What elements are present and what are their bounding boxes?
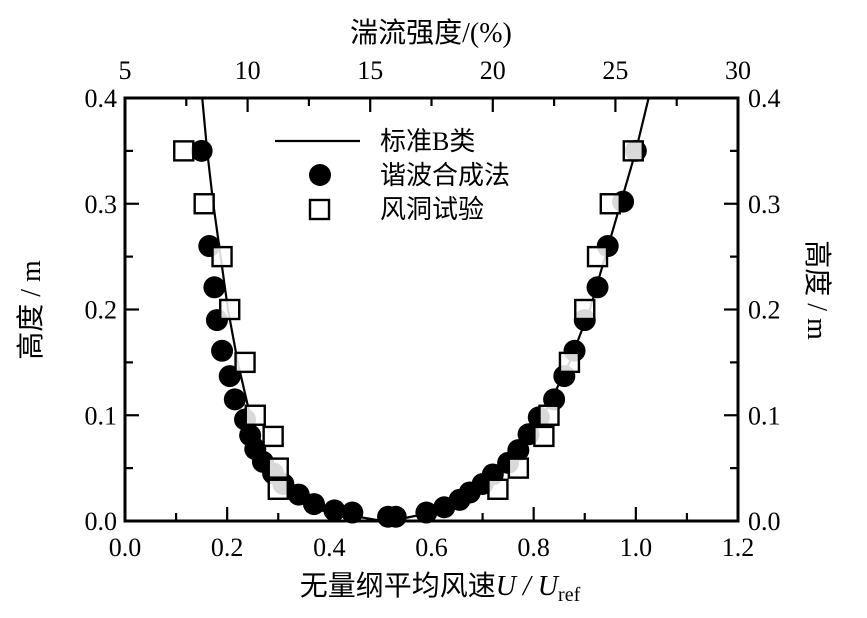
bottom-axis-title-subscript: ref: [558, 584, 581, 606]
data-point-square: [574, 298, 596, 321]
bottom-axis-title-u: U: [496, 571, 518, 602]
data-point-circle: [211, 339, 234, 362]
data-point-circle: [223, 388, 246, 411]
data-point-square: [262, 425, 284, 448]
right-axis-title: 高度 / m: [801, 240, 833, 340]
axis-tick-labels: 0.0 0.2 0.4 0.6 0.8 1.0 1.25 10 15 20 25 300.0 0.00.…: [85, 56, 781, 562]
data-point-circle: [507, 439, 530, 462]
bottom-tick-label: 0.8: [517, 533, 550, 562]
top-tick-label: 20: [480, 56, 506, 85]
data-point-circle: [341, 501, 364, 524]
data-point-circle: [190, 139, 213, 162]
top-tick-label: 10: [235, 56, 261, 85]
data-point-square: [244, 404, 266, 426]
data-point-square: [558, 351, 581, 374]
legend-filled-circle-icon: [309, 164, 331, 186]
legend: 标准B类 谐波合成法 风洞试验: [275, 127, 510, 224]
data-point-square: [267, 457, 289, 479]
data-point-circle: [303, 493, 326, 516]
top-tick-label: 25: [602, 56, 628, 85]
top-tick-label: 5: [119, 56, 132, 85]
data-point-square: [507, 457, 530, 479]
data-point-circle: [586, 276, 609, 299]
legend-label-wind-tunnel: 风洞试验: [380, 195, 484, 224]
data-point-circle: [203, 276, 226, 299]
top-axis-title: 湍流强度/(%): [350, 17, 512, 49]
data-point-square: [234, 351, 256, 374]
left-tick-label: 0.4: [85, 84, 118, 113]
bottom-axis-title-prefix: 无量纲平均风速: [300, 570, 496, 602]
data-point-square: [211, 245, 233, 268]
bottom-tick-label: 0.2: [211, 533, 244, 562]
right-tick-label: 0.2: [748, 296, 781, 325]
data-point-square: [267, 478, 289, 500]
right-tick-label: 0.4: [748, 84, 781, 113]
bottom-tick-label: 0.0: [109, 533, 142, 562]
data-point-square: [622, 140, 644, 162]
wind-tunnel-markers: [173, 140, 644, 500]
bottom-axis-title-uref: U: [538, 571, 560, 602]
right-tick-label: 0.1: [748, 401, 781, 430]
data-point-square: [599, 193, 621, 215]
bottom-tick-label: 1.2: [722, 533, 755, 562]
left-tick-label: 0.3: [85, 190, 118, 219]
bottom-axis-title: 无量纲平均风速U / Uref: [300, 570, 581, 606]
legend-open-square-icon: [308, 198, 331, 221]
data-point-square: [586, 245, 609, 268]
legend-label-harmonic-synthesis: 谐波合成法: [380, 161, 510, 190]
data-point-square: [173, 140, 195, 162]
data-point-square: [193, 193, 215, 215]
axis-ticks: [123, 96, 740, 523]
data-point-square: [538, 404, 560, 426]
data-point-square: [219, 298, 241, 321]
left-tick-label: 0.1: [85, 401, 118, 430]
bottom-tick-label: 0.4: [313, 533, 346, 562]
right-tick-label: 0.3: [748, 190, 781, 219]
bottom-tick-label: 0.6: [415, 533, 448, 562]
data-point-square: [533, 425, 555, 448]
bottom-axis-title-sep: /: [516, 571, 538, 602]
left-tick-label: 0.2: [85, 296, 118, 325]
legend-label-standard-b: 标准B类: [380, 127, 475, 156]
right-tick-label: 0.0: [748, 507, 781, 536]
left-tick-label: 0.0: [85, 507, 118, 536]
bottom-tick-label: 1.0: [620, 533, 653, 562]
top-tick-label: 15: [357, 56, 383, 85]
data-point-square: [487, 478, 509, 500]
left-axis-title: 高度 / m: [15, 260, 47, 360]
top-tick-label: 30: [725, 56, 751, 85]
data-point-circle: [384, 505, 407, 528]
